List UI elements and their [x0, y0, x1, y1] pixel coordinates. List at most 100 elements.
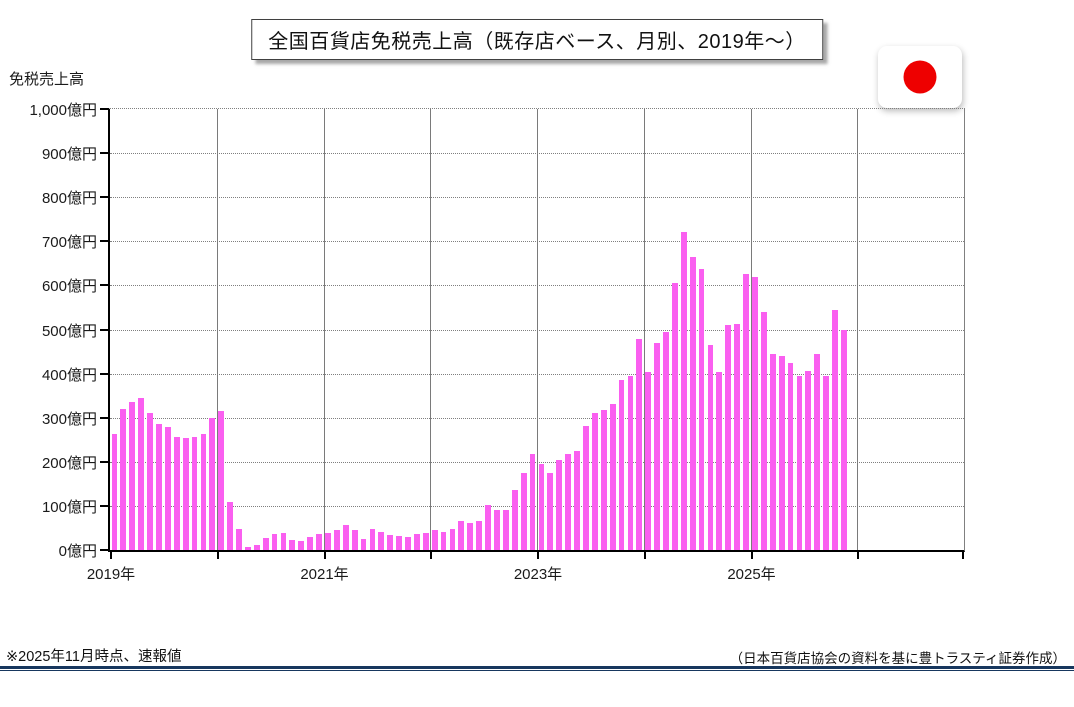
bar: [325, 533, 331, 550]
chart-title: 全国百貨店免税売上高（既存店ベース、月別、2019年～）: [268, 31, 806, 53]
footer-rule: [0, 666, 1074, 671]
bar: [458, 520, 465, 550]
bar: [494, 509, 500, 550]
bar: [698, 269, 705, 550]
x-axis-label: 2025年: [727, 566, 776, 583]
bar: [414, 534, 420, 550]
year-gridline: [216, 109, 218, 550]
x-tick: [962, 552, 964, 559]
footer-note: ※2025年11月時点、速報値: [6, 649, 182, 665]
bar: [227, 501, 233, 550]
bar: [787, 362, 794, 550]
bar: [289, 540, 296, 550]
bar: [449, 528, 456, 550]
bar: [307, 536, 314, 550]
bar: [752, 276, 758, 550]
x-tick: [857, 552, 860, 559]
bar: [769, 353, 776, 550]
y-tick: [100, 549, 109, 551]
bar: [244, 546, 251, 550]
bar: [796, 375, 803, 550]
bar: [556, 460, 563, 550]
bar: [832, 309, 838, 550]
bar: [120, 408, 127, 550]
bar: [271, 533, 278, 550]
bar: [422, 533, 429, 550]
bar: [511, 490, 518, 550]
x-tick: [537, 552, 539, 559]
y-tick: [100, 196, 109, 199]
bar: [360, 538, 367, 550]
y-axis-label: 800億円: [41, 190, 97, 208]
bar: [743, 273, 749, 550]
year-gridline: [750, 109, 752, 550]
bar: [529, 454, 536, 550]
bar: [645, 372, 652, 550]
bar: [689, 256, 696, 550]
bar: [200, 434, 207, 550]
bar: [600, 409, 607, 550]
y-tick: [100, 372, 109, 375]
bar: [671, 283, 678, 550]
bar: [734, 323, 741, 550]
y-tick: [100, 328, 109, 331]
x-axis-label: 2023年: [513, 566, 563, 583]
bar: [209, 417, 216, 550]
bar: [805, 371, 812, 550]
bar: [333, 530, 340, 550]
bar: [138, 397, 145, 550]
x-tick: [110, 552, 112, 559]
bar: [823, 375, 829, 550]
bar: [841, 329, 847, 550]
japan-flag-sun-icon: [903, 60, 937, 94]
bar: [129, 402, 136, 550]
x-tick: [323, 552, 326, 559]
bar: [485, 505, 491, 550]
x-axis-label: 2021年: [300, 566, 349, 583]
bar: [476, 521, 483, 550]
bar: [236, 528, 242, 550]
y-axis-label: 700億円: [41, 234, 97, 252]
bar: [342, 524, 349, 550]
x-tick: [750, 552, 753, 559]
bar: [298, 541, 305, 550]
y-tick: [100, 504, 109, 507]
bar: [387, 534, 394, 550]
bar: [218, 411, 225, 550]
year-gridline: [643, 109, 645, 550]
bar: [565, 454, 572, 550]
year-gridline: [537, 109, 538, 550]
y-axis-label: 500億円: [41, 322, 97, 340]
bar: [716, 372, 723, 550]
year-gridline: [430, 109, 432, 550]
bar: [627, 376, 634, 550]
bar: [316, 533, 322, 550]
bar: [164, 426, 171, 550]
y-axis-label: 200億円: [41, 454, 97, 472]
bar: [760, 311, 767, 550]
bar: [618, 380, 625, 550]
bar: [431, 530, 438, 550]
x-tick: [216, 552, 219, 559]
x-axis-label: 2019年: [86, 566, 136, 583]
y-tick: [100, 152, 109, 155]
bar: [440, 531, 447, 550]
y-axis-label: 300億円: [41, 410, 97, 428]
y-axis-label: 1,000億円: [29, 102, 97, 119]
bar: [173, 437, 180, 550]
y-axis-label: 900億円: [41, 146, 97, 164]
y-tick: [100, 284, 109, 287]
x-tick: [643, 552, 646, 559]
bar: [609, 404, 616, 550]
y-axis-label: 400億円: [41, 366, 97, 384]
bar: [191, 437, 198, 550]
y-axis-title: 免税売上高: [9, 71, 85, 88]
bar: [707, 345, 714, 550]
bar: [262, 537, 269, 550]
year-gridline: [857, 109, 859, 550]
plot-area: [100, 108, 965, 559]
y-tick: [100, 108, 109, 110]
y-tick: [100, 240, 109, 243]
bar: [583, 426, 589, 550]
bar: [680, 232, 687, 550]
